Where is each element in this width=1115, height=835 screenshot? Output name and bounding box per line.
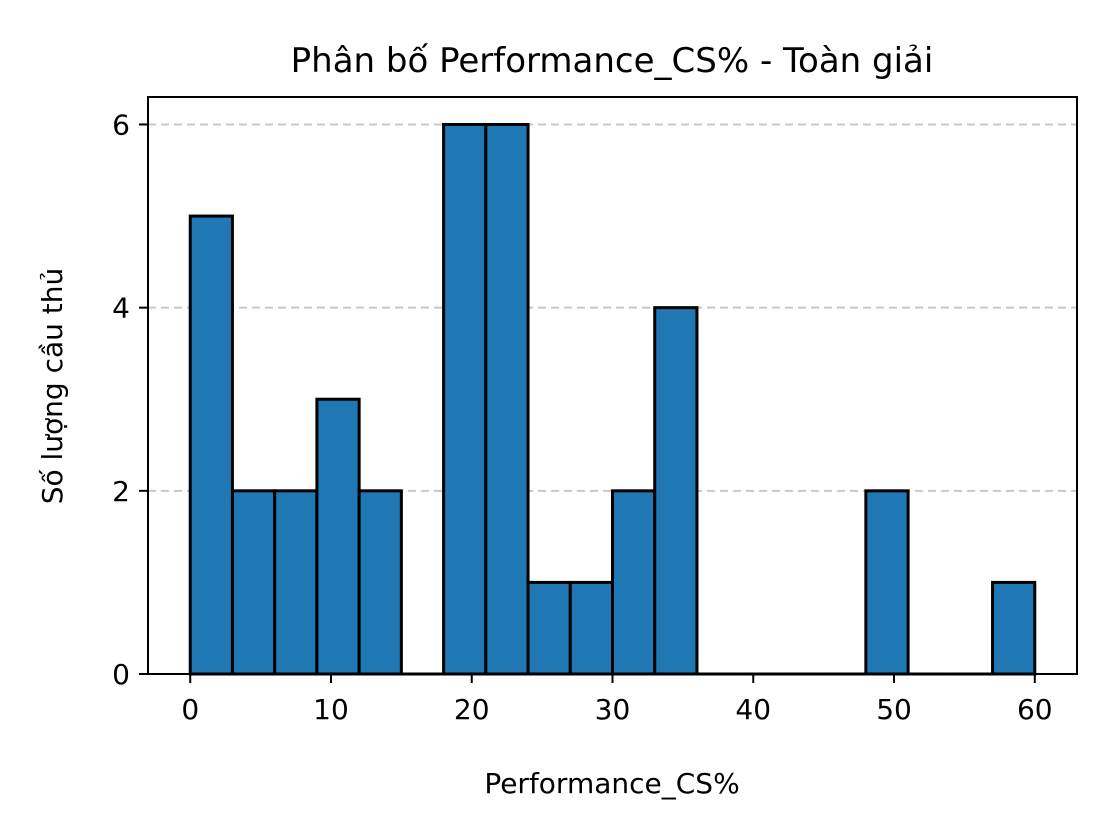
histogram-bar	[442, 122, 488, 676]
histogram-bar	[484, 122, 530, 676]
histogram-bar	[864, 489, 910, 676]
y-axis-ticks: 0 2 4 6	[112, 108, 148, 691]
histogram-bar	[357, 489, 403, 676]
x-tick-label: 50	[876, 693, 912, 726]
x-tick-label: 30	[595, 693, 631, 726]
x-tick-label: 20	[454, 693, 490, 726]
histogram-bar	[526, 580, 572, 676]
histogram-bar	[611, 489, 657, 676]
histogram-bar	[653, 306, 699, 676]
x-tick-label: 60	[1017, 693, 1053, 726]
y-tick-label: 0	[112, 658, 130, 691]
x-tick-label: 40	[735, 693, 771, 726]
x-axis-ticks: 0 10 20 30 40 50 60	[181, 674, 1053, 726]
bars	[188, 122, 1037, 676]
histogram-bar	[568, 580, 614, 676]
x-tick-label: 0	[181, 693, 199, 726]
histogram-bar	[315, 397, 361, 676]
x-tick-label: 10	[313, 693, 349, 726]
y-axis-label: Số lượng cầu thủ	[36, 268, 69, 505]
chart-title: Phân bố Performance_CS% - Toàn giải	[291, 41, 934, 81]
histogram-bar	[230, 489, 277, 676]
y-tick-label: 6	[112, 108, 130, 141]
y-tick-label: 2	[112, 475, 130, 508]
y-tick-label: 4	[112, 292, 130, 325]
x-axis-label: Performance_CS%	[484, 767, 739, 800]
histogram-bar	[188, 214, 234, 676]
histogram-bar	[991, 580, 1037, 676]
grid-lines	[148, 123, 1077, 492]
histogram-bar	[273, 489, 319, 676]
